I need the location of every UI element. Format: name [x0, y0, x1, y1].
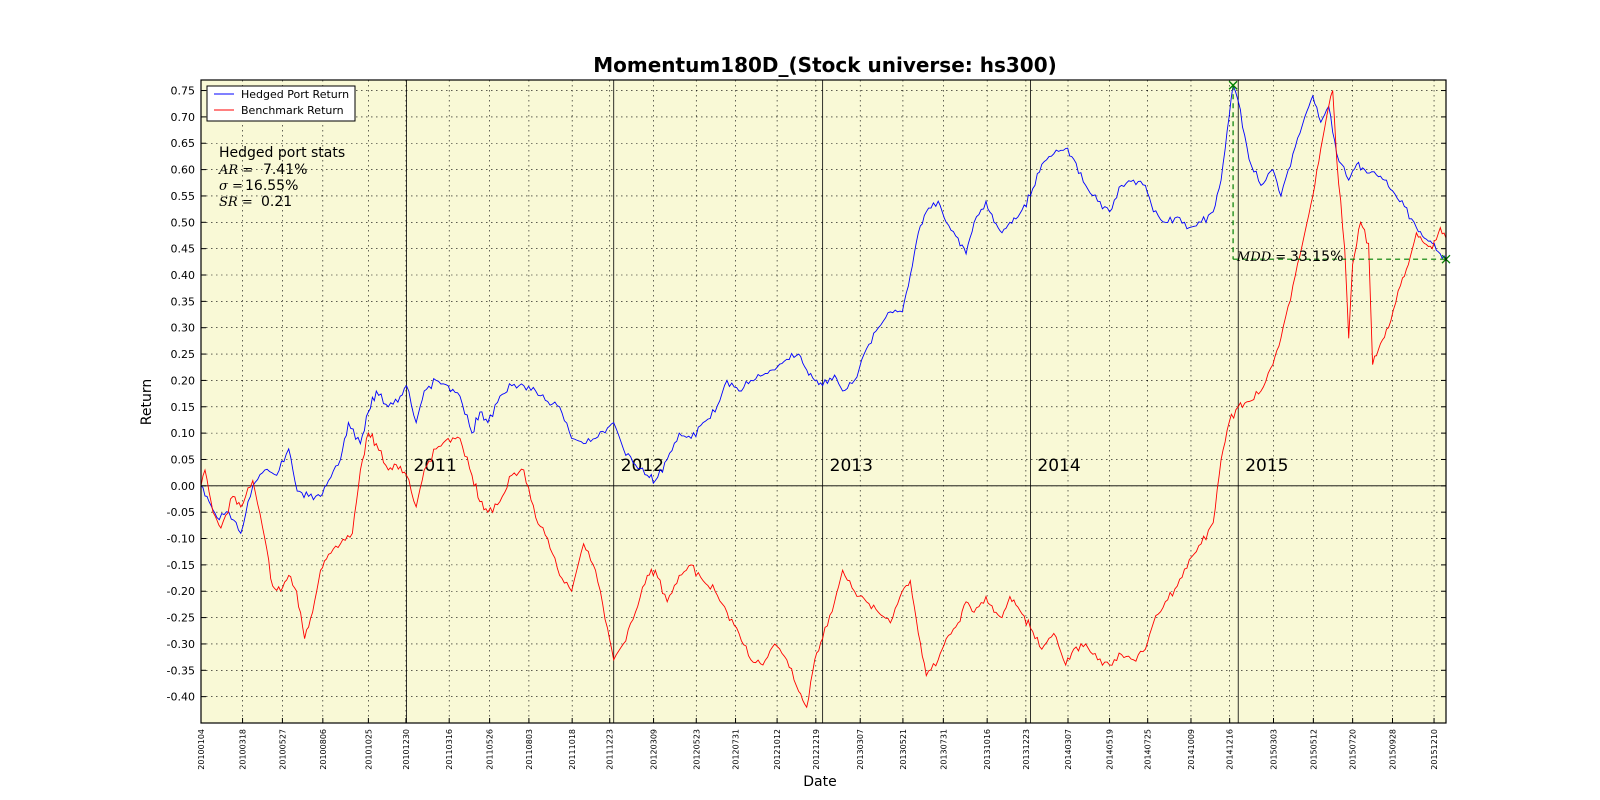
x-tick-label: 20150720	[1349, 729, 1358, 770]
year-label: 2014	[1037, 456, 1080, 476]
y-tick-label: -0.30	[167, 638, 195, 651]
x-tick-label: 20100527	[278, 729, 287, 770]
y-tick-label: 0.20	[171, 374, 196, 387]
sr-label: SR =	[219, 195, 253, 210]
y-tick-label: 0.40	[171, 269, 196, 282]
x-tick-label: 20110803	[525, 729, 534, 770]
x-tick-label: 20130731	[939, 729, 948, 770]
y-tick-label: -0.05	[167, 506, 195, 519]
y-tick-label: 0.55	[171, 190, 196, 203]
y-tick-label: -0.40	[167, 691, 195, 704]
x-tick-label: 20100806	[319, 729, 328, 770]
y-tick-label: 0.60	[171, 164, 196, 177]
x-tick-label: 20100318	[239, 729, 248, 770]
y-axis-ticks: -0.40 -0.35 -0.30 -0.25 -0.20 -0.15 -0.10 -0.05…	[167, 85, 1446, 704]
x-tick-label: 20120731	[732, 729, 741, 770]
y-tick-label: 0.00	[171, 480, 196, 493]
legend-label-hedged: Hedged Port Return	[241, 88, 349, 101]
series-line	[200, 90, 1447, 709]
x-tick-label: 20121219	[812, 729, 821, 770]
x-axis-label: Date	[803, 774, 836, 790]
x-tick-label: 20141009	[1187, 729, 1196, 770]
y-tick-label: 0.35	[171, 295, 196, 308]
x-tick-label: 20110526	[486, 729, 495, 770]
x-tick-label: 20150512	[1309, 729, 1318, 770]
grid	[200, 80, 1446, 723]
plot-area	[201, 80, 1446, 723]
legend-label-benchmark: Benchmark Return	[241, 104, 344, 117]
sr-value: 0.21	[261, 194, 292, 210]
sigma-value: 16.55%	[245, 178, 298, 194]
x-tick-label: 20100104	[197, 729, 206, 770]
x-tick-label: 20131016	[983, 729, 992, 770]
series-line	[200, 85, 1447, 535]
x-tick-label: 20130307	[856, 729, 865, 770]
legend-box	[206, 85, 356, 122]
x-tick-label: 20120523	[692, 729, 701, 770]
mdd-annotation: MDD = 33.15%	[1236, 249, 1343, 265]
y-tick-label: 0.75	[171, 85, 196, 98]
sigma-label: σ =	[219, 179, 243, 194]
x-tick-label: 20151210	[1430, 729, 1439, 770]
x-tick-label: 20101230	[402, 729, 411, 770]
x-tick-label: 20150303	[1270, 729, 1279, 770]
x-tick-label: 20140519	[1106, 729, 1115, 770]
y-tick-label: 0.45	[171, 243, 196, 256]
y-tick-label: 0.30	[171, 322, 196, 335]
year-label: 2013	[830, 456, 873, 476]
y-tick-label: -0.20	[167, 585, 195, 598]
mdd-cross-marker	[1228, 80, 1238, 90]
x-tick-label: 20111223	[606, 729, 615, 770]
ar-label: AR =	[218, 163, 253, 178]
y-tick-label: 0.50	[171, 216, 196, 229]
x-tick-label: 20111018	[568, 729, 577, 770]
y-tick-label: 0.15	[171, 401, 196, 414]
y-tick-label: 0.10	[171, 427, 196, 440]
x-tick-label: 20141216	[1226, 729, 1235, 770]
y-tick-label: 0.25	[171, 348, 196, 361]
x-tick-label: 20101025	[364, 729, 373, 770]
chart-title: Momentum180D_(Stock universe: hs300)	[593, 53, 1057, 77]
y-tick-label: -0.15	[167, 559, 195, 572]
year-label: 2012	[621, 456, 664, 476]
y-tick-label: 0.65	[171, 137, 196, 150]
series-lines	[200, 85, 1447, 709]
year-label: 2015	[1245, 456, 1288, 476]
x-tick-label: 20110316	[445, 729, 454, 770]
y-axis-label: Return	[139, 379, 155, 425]
legend: Hedged Port Return Benchmark Return	[206, 85, 356, 122]
x-tick-label: 20131223	[1022, 729, 1031, 770]
y-tick-label: 0.70	[171, 111, 196, 124]
x-tick-label: 20150928	[1388, 729, 1397, 770]
x-tick-label: 20121012	[773, 729, 782, 770]
year-markers: 2011 2012 2013 2014 2015	[406, 80, 1288, 723]
x-tick-label: 20140307	[1064, 729, 1073, 770]
x-tick-label: 20130521	[899, 729, 908, 770]
y-tick-label: 0.05	[171, 453, 196, 466]
stats-heading: Hedged port stats	[219, 145, 345, 161]
plot-frame	[200, 79, 1447, 724]
y-tick-label: -0.10	[167, 533, 195, 546]
x-axis-ticks: 20100104 20100318 20100527 20100806 20101025…	[197, 718, 1439, 770]
year-label: 2011	[414, 456, 457, 476]
ar-value: 7.41%	[263, 162, 307, 178]
x-tick-label: 20120309	[650, 729, 659, 770]
y-tick-label: -0.35	[167, 664, 195, 677]
y-tick-label: -0.25	[167, 612, 195, 625]
x-tick-label: 20140725	[1144, 729, 1153, 770]
mdd-label: MDD =	[1236, 250, 1286, 265]
stats-box: Hedged port stats AR = 7.41% σ = 16.55% …	[218, 145, 345, 210]
mdd-value: 33.15%	[1290, 249, 1343, 265]
